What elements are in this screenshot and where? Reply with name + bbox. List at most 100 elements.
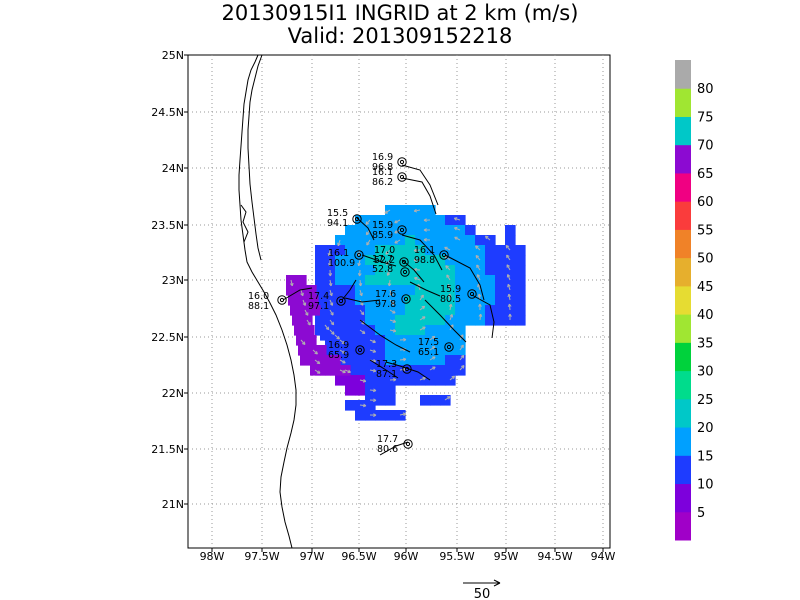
wind-field-cell — [415, 285, 426, 296]
wind-field-cell — [415, 265, 426, 276]
wind-field-cell — [405, 225, 416, 236]
wind-field-cell — [405, 275, 416, 286]
wind-field-cell — [395, 265, 406, 276]
wind-field-cell — [375, 245, 386, 256]
wind-field-cell — [425, 375, 436, 386]
wind-vector-head — [347, 369, 351, 374]
wind-field-cell — [485, 315, 496, 326]
wind-field-cell — [365, 325, 376, 336]
wind-field-cell — [430, 395, 441, 406]
wind-field-cell — [375, 345, 386, 356]
wind-field-cell — [345, 225, 356, 236]
wind-field-cell — [335, 285, 346, 296]
wind-field-cell — [455, 355, 466, 366]
wind-vector-head — [359, 292, 363, 297]
wind-field-cell — [415, 275, 426, 286]
lon-tick-label: 94.5W — [537, 550, 572, 563]
wind-vector-head — [328, 273, 333, 277]
station-pressure-label: 65.1 — [418, 347, 439, 358]
station-pressure-label: 52.8 — [372, 264, 393, 275]
wind-vector-head — [402, 412, 407, 417]
wind-field-cell — [405, 305, 416, 316]
wind-field-cell — [345, 275, 356, 286]
wind-field-cell — [385, 235, 396, 246]
wind-field-cell — [435, 275, 446, 286]
colorbar-swatch — [675, 314, 691, 343]
wind-field-cell — [435, 255, 446, 266]
wind-field-cell — [475, 295, 486, 306]
dropsonde-marker-inner — [403, 296, 409, 302]
wind-field-cell — [345, 235, 356, 246]
wind-vector-head — [454, 226, 458, 231]
wind-field-cell — [345, 375, 356, 386]
wind-field-cell — [292, 315, 303, 326]
wind-field-cell — [455, 275, 466, 286]
wind-field-cell — [405, 255, 416, 266]
wind-field-cell — [435, 375, 446, 386]
wind-field-cell — [485, 235, 496, 246]
colorbar-label: 45 — [697, 280, 714, 295]
wind-field-cell — [435, 335, 446, 346]
dropsonde-marker-inner — [401, 259, 407, 265]
wind-field-cell — [385, 385, 396, 396]
wind-field-cell — [355, 335, 366, 346]
wind-field-cell — [425, 275, 436, 286]
wind-field-cell — [505, 225, 516, 236]
wind-field-cell — [330, 320, 341, 331]
wind-vector-head — [337, 242, 341, 247]
wind-field-cell — [435, 285, 446, 296]
wind-field-cell — [435, 295, 446, 306]
wind-field-cell — [405, 355, 416, 366]
wind-vector-head — [422, 376, 426, 381]
wind-vector-head — [373, 398, 377, 403]
wind-field-cell — [455, 225, 466, 236]
wind-field-cell — [405, 235, 416, 246]
wind-field-cell — [445, 275, 456, 286]
wind-field-cell — [455, 235, 466, 246]
wind-field-cell — [355, 385, 366, 396]
colorbar-swatch — [675, 427, 691, 456]
wind-field-cell — [330, 355, 341, 366]
station-pressure-label: 88.1 — [248, 301, 269, 312]
wind-field-cell — [385, 345, 396, 356]
wind-field-cell — [495, 295, 506, 306]
wind-field-cell — [405, 205, 416, 216]
colorbar-swatch — [675, 172, 691, 202]
wind-vector-head — [329, 292, 333, 297]
wind-field-cell — [515, 275, 526, 286]
lat-tick-label: 21N — [162, 498, 184, 511]
lon-tick-label: 97W — [300, 550, 325, 563]
wind-field-cell — [425, 285, 436, 296]
wind-vector-head — [365, 221, 369, 225]
wind-field-cell — [435, 245, 446, 256]
lat-tick-label: 22.5N — [151, 331, 184, 344]
station-speed-label: 16.9 — [328, 340, 349, 351]
wind-vector-head — [451, 375, 456, 380]
wind-field-cell — [405, 325, 416, 336]
wind-field-cell — [455, 265, 466, 276]
station-speed-label: 17.7 — [377, 434, 398, 445]
wind-field-cell — [395, 275, 406, 286]
wind-field-cell — [415, 365, 426, 376]
colorbar-swatch — [675, 201, 691, 230]
wind-vector-head — [336, 336, 340, 340]
dropsonde-marker-inner — [446, 344, 452, 350]
wind-field-cell — [375, 215, 386, 226]
wind-field-cell — [325, 345, 336, 356]
dropsonde-marker — [439, 250, 449, 260]
wind-field-cell — [495, 265, 506, 276]
wind-field-cell — [415, 255, 426, 266]
wind-vector-head — [372, 339, 376, 344]
wind-field-cell — [405, 375, 416, 386]
wind-field-cell — [375, 410, 386, 421]
wind-field-cell — [375, 315, 386, 326]
wind-field-cell — [375, 365, 386, 376]
wind-field-cell — [365, 295, 376, 306]
wind-field-cell — [465, 265, 476, 276]
colorbar-label: 60 — [697, 195, 714, 210]
wind-field-cell — [425, 215, 436, 226]
wind-vector-head — [366, 242, 370, 246]
title-line-1: 20130915I1 INGRID at 2 km (m/s) — [221, 1, 579, 25]
wind-vector-head — [357, 273, 362, 277]
wind-field-cell — [395, 325, 406, 336]
